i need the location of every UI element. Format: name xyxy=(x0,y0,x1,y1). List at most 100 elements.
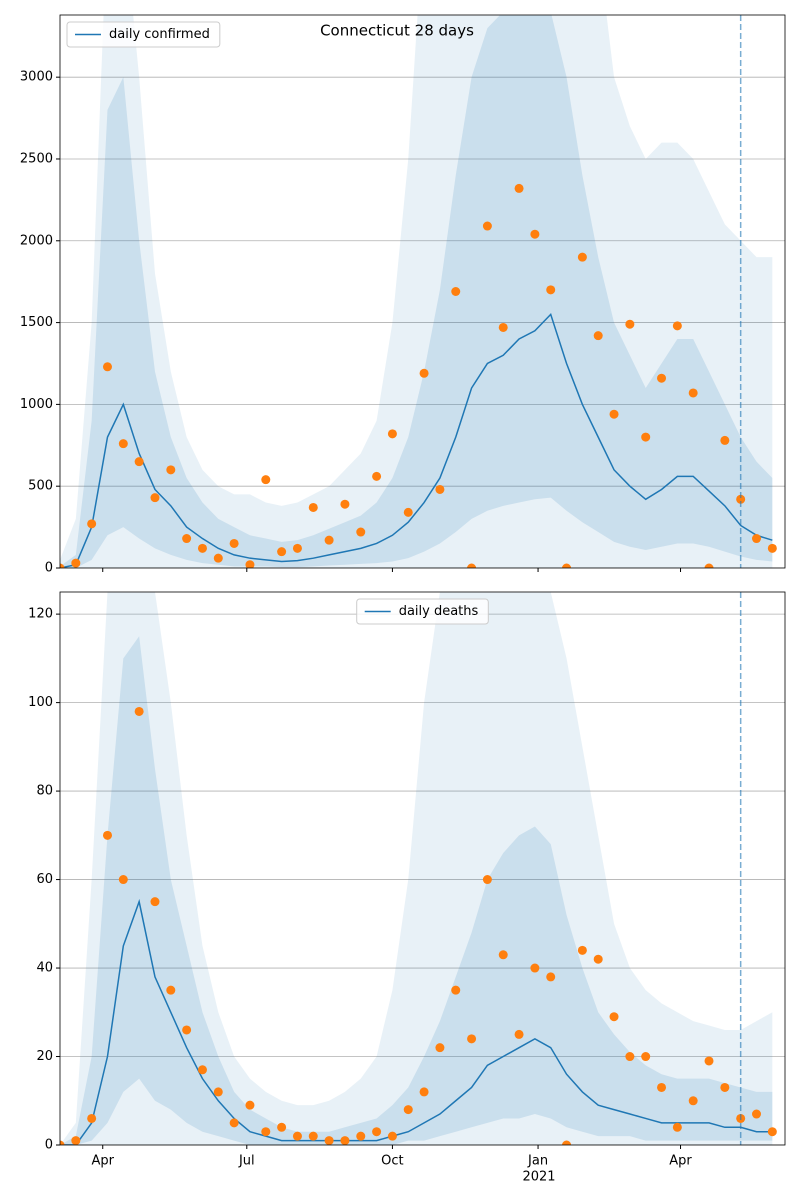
y-tick-label: 80 xyxy=(36,784,53,799)
y-tick-label: 60 xyxy=(36,872,53,887)
point xyxy=(277,547,287,557)
point xyxy=(60,563,65,568)
point xyxy=(482,221,492,231)
point xyxy=(229,1118,239,1128)
point xyxy=(387,429,397,439)
point xyxy=(292,543,302,553)
band xyxy=(60,592,773,1145)
point xyxy=(372,471,382,481)
legend-box xyxy=(356,598,489,625)
y-tick-label: 2000 xyxy=(20,233,53,248)
point xyxy=(118,439,128,449)
point xyxy=(87,1113,97,1123)
point xyxy=(403,507,413,517)
point xyxy=(166,465,176,475)
point xyxy=(577,252,587,262)
point xyxy=(752,534,762,544)
y-tick-label: 2500 xyxy=(20,151,53,166)
axes-frame xyxy=(59,591,786,1146)
legend-label: daily deaths xyxy=(399,604,479,619)
point xyxy=(213,553,223,563)
point xyxy=(340,499,350,509)
y-tick-label: 120 xyxy=(28,607,53,622)
band xyxy=(60,636,773,1145)
point xyxy=(118,875,128,885)
y-tick-label: 500 xyxy=(28,479,53,494)
point xyxy=(641,1052,651,1062)
point xyxy=(562,563,572,568)
point xyxy=(482,875,492,885)
point xyxy=(641,432,651,442)
chart-title: Connecticut 28 days xyxy=(320,22,474,40)
point xyxy=(435,484,445,494)
point xyxy=(672,1122,682,1132)
x-tick-label: Oct xyxy=(381,1154,403,1169)
line xyxy=(60,312,773,568)
point xyxy=(134,706,144,716)
point xyxy=(514,1029,524,1039)
point xyxy=(229,538,239,548)
point xyxy=(451,287,461,296)
point xyxy=(182,1025,192,1035)
point xyxy=(324,1136,334,1145)
point xyxy=(182,534,192,544)
point xyxy=(292,1131,302,1141)
legend-label: daily confirmed xyxy=(109,27,210,42)
point xyxy=(150,493,160,503)
point xyxy=(356,1131,366,1141)
point xyxy=(197,543,207,553)
point xyxy=(356,527,366,537)
point xyxy=(245,560,255,568)
point xyxy=(340,1136,350,1145)
line xyxy=(60,898,773,1145)
y-tick-label: 1000 xyxy=(20,397,53,412)
point xyxy=(514,183,524,193)
x-tick-label: Apr xyxy=(91,1154,114,1169)
plot-area xyxy=(60,15,785,568)
point xyxy=(150,897,160,907)
x-tick-label: Jul xyxy=(238,1154,255,1169)
point xyxy=(609,1012,619,1022)
point xyxy=(688,388,698,398)
point xyxy=(102,362,112,372)
point xyxy=(752,1109,762,1119)
plot-area xyxy=(60,592,785,1145)
point xyxy=(372,1127,382,1137)
point xyxy=(546,972,556,982)
point xyxy=(530,963,540,973)
y-tick-label: 0 xyxy=(45,561,53,576)
point xyxy=(261,1127,271,1137)
legend-box xyxy=(66,21,221,48)
point xyxy=(451,985,461,995)
point xyxy=(403,1105,413,1115)
point xyxy=(387,1131,397,1141)
point xyxy=(308,1131,318,1141)
point xyxy=(562,1140,572,1145)
point xyxy=(71,558,81,568)
point xyxy=(657,373,667,383)
point xyxy=(419,1087,429,1097)
point xyxy=(609,409,619,419)
axes-frame xyxy=(59,14,786,569)
point xyxy=(213,1087,223,1097)
y-tick-label: 40 xyxy=(36,961,53,976)
point xyxy=(71,1136,81,1145)
point xyxy=(767,543,777,553)
point xyxy=(87,519,97,529)
point xyxy=(324,535,334,545)
point xyxy=(704,563,714,568)
point xyxy=(530,229,540,239)
point xyxy=(261,475,271,485)
point xyxy=(102,830,112,840)
point xyxy=(577,945,587,955)
x-tick-label: Jan xyxy=(527,1154,548,1169)
point xyxy=(435,1043,445,1053)
point xyxy=(593,331,603,341)
point xyxy=(593,954,603,964)
point xyxy=(704,1056,714,1066)
y-tick-label: 20 xyxy=(36,1049,53,1064)
point xyxy=(60,1140,65,1145)
point xyxy=(498,950,508,960)
point xyxy=(546,285,556,295)
